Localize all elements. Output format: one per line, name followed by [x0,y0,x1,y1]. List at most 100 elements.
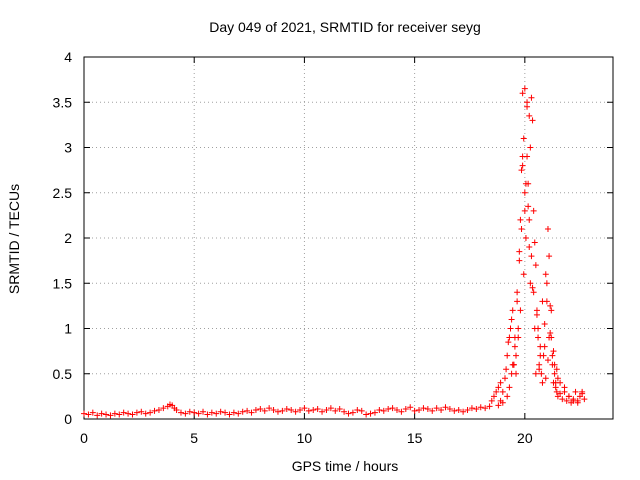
data-point [416,406,423,413]
data-point [517,216,524,223]
data-point [133,409,140,416]
data-point [248,409,255,416]
data-point [252,406,259,413]
data-point [501,375,508,382]
x-tick-label: 20 [517,430,533,446]
data-point [508,316,515,323]
data-point [490,393,497,400]
data-point [579,388,586,395]
data-point [533,311,540,318]
data-point [522,235,529,241]
data-point [160,405,167,412]
data-point [398,408,405,415]
data-point [244,407,251,414]
data-point [536,366,543,373]
data-point [81,410,87,417]
data-point [442,404,449,411]
data-point [517,307,524,314]
data-point [537,352,544,359]
data-point [332,407,339,414]
data-point [532,370,539,377]
data-point [497,379,504,386]
data-point [85,411,92,418]
data-point [477,404,484,411]
data-point [541,320,548,327]
data-point [526,216,533,223]
data-point [527,144,534,151]
data-point [528,94,535,101]
x-axis-label: GPS time / hours [292,458,399,474]
y-tick-label: 0 [64,411,72,427]
data-point [230,409,237,416]
y-tick-label: 1.5 [53,275,73,291]
data-point [420,405,427,412]
data-point [572,388,579,395]
data-point [513,352,520,359]
data-point [279,407,286,414]
data-point [336,406,343,413]
data-point [527,280,534,287]
data-point [129,411,136,418]
data-point [103,411,110,418]
data-point [519,162,526,169]
data-point [424,406,431,413]
data-point [393,406,400,413]
data-point [543,280,550,287]
data-point [530,289,537,296]
data-point [464,406,471,413]
data-point [270,406,277,413]
data-point [380,407,387,414]
y-tick-label: 4 [64,49,72,65]
y-tick-label: 3 [64,140,72,156]
data-point [532,262,539,269]
data-point [310,406,317,413]
data-point [345,410,352,417]
data-point [503,366,510,373]
data-point [509,307,516,314]
data-point [520,135,527,142]
data-point [493,388,500,395]
data-point [514,298,521,305]
data-point [506,384,513,391]
data-point [538,370,545,377]
data-point [488,397,495,404]
data-point [274,408,281,415]
data-point [544,225,551,232]
data-point [376,406,383,413]
data-point [217,408,224,415]
data-point [529,117,536,124]
data-point [505,339,512,346]
data-point [529,284,536,291]
data-point [341,408,348,415]
data-point [515,325,522,332]
data-point [541,343,548,350]
data-point [107,412,114,419]
data-point [385,406,392,413]
data-point [349,409,356,416]
data-point [182,410,189,417]
data-point [514,289,521,296]
data-point [402,406,409,413]
data-point [239,408,246,415]
data-point [438,406,445,413]
y-tick-label: 3.5 [53,94,73,110]
data-point [516,248,523,255]
data-point [519,90,526,97]
data-point [520,271,527,278]
data-point [173,406,180,413]
data-point [468,405,475,412]
data-point [547,330,554,337]
data-point [354,406,361,413]
data-point [125,410,132,417]
data-point [525,203,532,210]
data-point [319,408,326,415]
data-point [208,409,215,416]
data-point [200,408,207,415]
data-point [543,298,550,305]
data-point [546,334,553,341]
data-point [499,399,506,406]
data-point [511,343,518,350]
data-point [266,405,273,412]
data-point [499,388,506,395]
